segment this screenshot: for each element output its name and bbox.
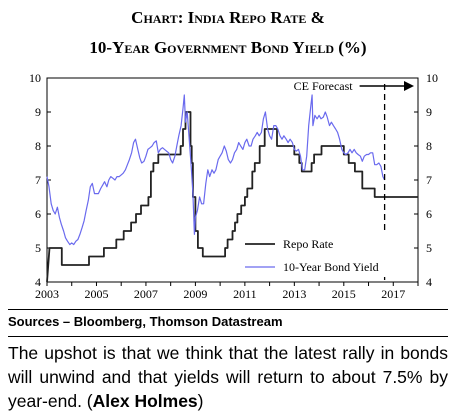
x-tick-label: 2009	[183, 287, 207, 301]
chart-title-line2: 10-Year Government Bond Yield (%)	[89, 38, 367, 57]
forecast-arrow-head	[404, 81, 414, 91]
commentary-author: Alex Holmes	[92, 391, 198, 411]
forecast-label: CE Forecast	[294, 79, 354, 93]
repo-rate-line	[46, 111, 418, 283]
chart-plot-area	[46, 94, 418, 283]
bottom-divider	[8, 336, 448, 337]
y-tick-label-left: 9	[35, 105, 41, 119]
y-tick-label-left: 8	[35, 139, 41, 153]
commentary-text: The upshot is that we think that the lat…	[8, 343, 448, 411]
x-tick-label: 2017	[381, 287, 405, 301]
x-tick-label: 2011	[233, 287, 257, 301]
y-tick-label-right: 7	[426, 173, 432, 187]
legend-background	[239, 231, 399, 277]
commentary-paragraph: The upshot is that we think that the lat…	[8, 341, 448, 413]
commentary-closing: )	[197, 391, 204, 411]
x-tick-label: 2007	[134, 287, 158, 301]
x-tick-label: 2015	[332, 287, 356, 301]
y-tick-label-right: 5	[426, 241, 432, 255]
chart-axes: 4 5 6 7 8 9 10 4 5 6 7 8 9 10 2003 2005 2007 2009 2011 2013…	[29, 71, 438, 301]
legend-label: Repo Rate	[283, 237, 333, 251]
y-tick-label-right: 4	[426, 275, 432, 289]
x-tick-label: 2003	[35, 287, 59, 301]
y-tick-label-right: 9	[426, 105, 432, 119]
x-tick-label: 2013	[282, 287, 306, 301]
y-tick-label-left: 10	[29, 71, 41, 85]
y-tick-label-left: 7	[35, 173, 41, 187]
y-tick-label-right: 10	[426, 71, 438, 85]
chart-overlay: CE Forecast Repo Rate 10-Year Bond Yield	[239, 79, 414, 282]
y-tick-label-right: 8	[426, 139, 432, 153]
top-divider	[8, 309, 448, 310]
10-year-bond-yield-line	[46, 94, 386, 246]
sources-note: Sources – Bloomberg, Thomson Datastream	[8, 314, 283, 329]
y-tick-label-left: 4	[35, 275, 41, 289]
y-tick-label-left: 5	[35, 241, 41, 255]
y-tick-label-right: 6	[426, 207, 432, 221]
x-tick-label: 2005	[84, 287, 108, 301]
line-chart: 4 5 6 7 8 9 10 4 5 6 7 8 9 10 2003 2005 2007 2009 2011 2013…	[29, 71, 438, 301]
legend-label: 10-Year Bond Yield	[283, 260, 379, 274]
y-tick-label-left: 6	[35, 207, 41, 221]
chart-title-line1: Chart: India Repo Rate &	[131, 8, 325, 27]
